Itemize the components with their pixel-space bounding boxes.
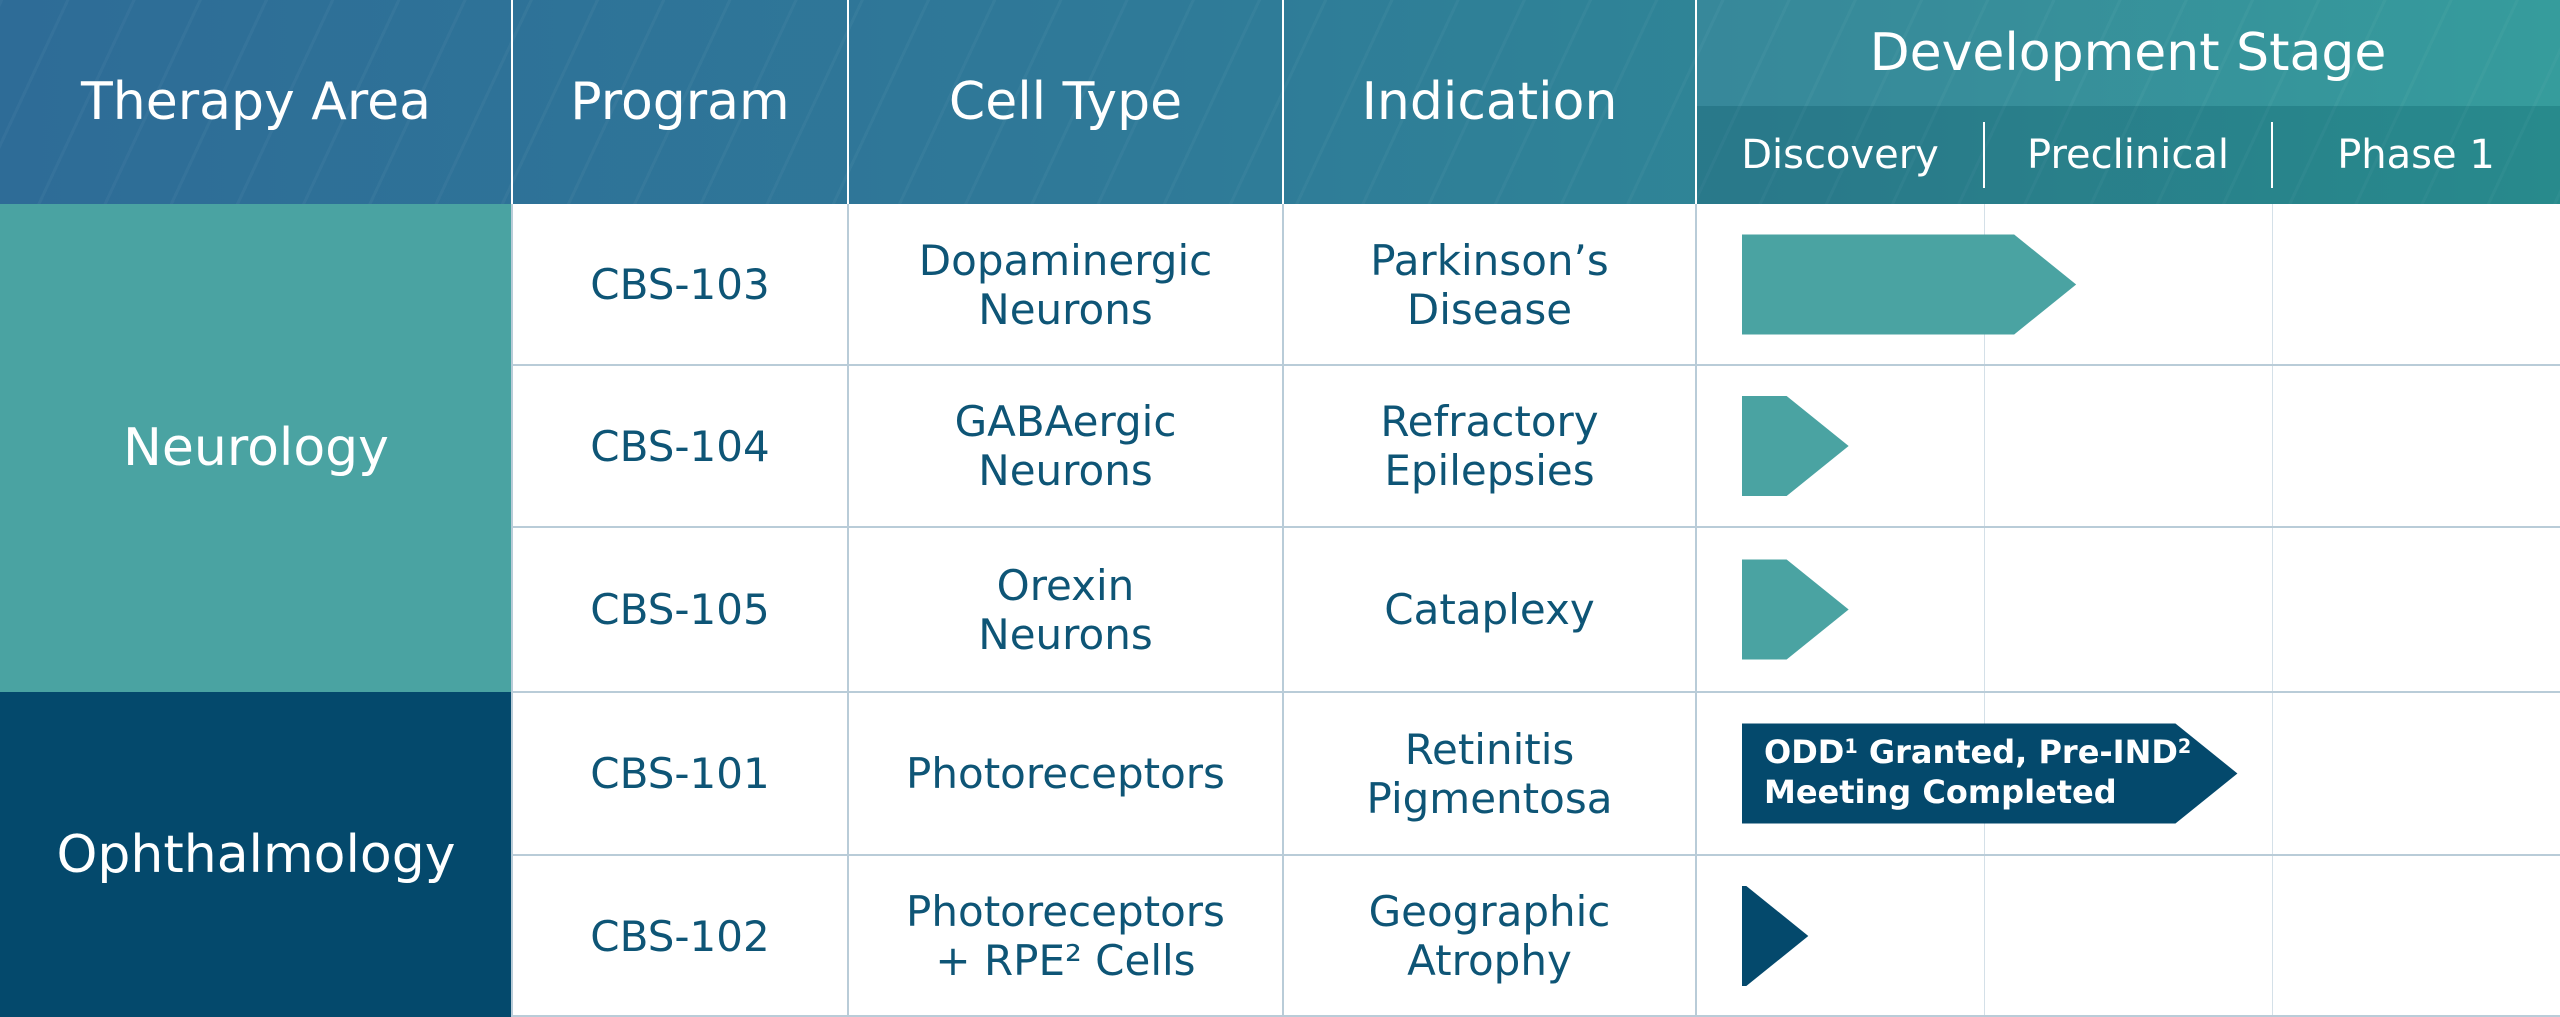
therapy-area-ophthalmology: Ophthalmology xyxy=(0,692,512,1017)
footnote-marker: 2 xyxy=(2177,734,2192,758)
program-cell: CBS-103 xyxy=(590,260,770,309)
program-cell: CBS-104 xyxy=(590,421,770,471)
program-cell: CBS-101 xyxy=(590,749,770,798)
program-cell: CBS-105 xyxy=(590,585,770,634)
progress-arrow-cbs-102 xyxy=(1742,886,1809,986)
note-text: Granted, Pre-IND xyxy=(1857,732,2178,771)
column-divider xyxy=(511,204,513,1017)
stage-divider xyxy=(2272,204,2273,1017)
stage-header-divider xyxy=(1983,122,1985,188)
cell-type-cell: Photoreceptors + RPE² Cells xyxy=(906,887,1225,985)
indication-cell: Cataplexy xyxy=(1384,585,1595,634)
header-indication: Indication xyxy=(1361,72,1618,132)
note-text: Meeting Completed xyxy=(1764,772,2117,811)
cell-type-cell: Dopaminergic Neurons xyxy=(918,235,1213,334)
row-divider xyxy=(512,526,2560,528)
cell-type-cell: Orexin Neurons xyxy=(978,560,1153,659)
cell-type-cell: GABAergic Neurons xyxy=(954,397,1177,495)
header-program: Program xyxy=(570,72,790,132)
therapy-area-neurology: Neurology xyxy=(0,204,512,692)
column-divider xyxy=(1282,204,1284,1017)
indication-cell: Retinitis Pigmentosa xyxy=(1366,724,1613,823)
header-cell-type: Cell Type xyxy=(948,72,1183,132)
stage-tick-label: Discovery xyxy=(1741,132,1939,178)
progress-arrow-cbs-101 xyxy=(1742,723,2238,824)
indication-cell: Refractory Epilepsies xyxy=(1380,397,1599,495)
stage-header-divider xyxy=(2271,122,2273,188)
stage-tick-label: Preclinical xyxy=(2027,132,2229,178)
row-divider xyxy=(512,364,2560,366)
header-divider xyxy=(847,0,849,204)
table-bottom-border xyxy=(512,1015,2560,1017)
progress-arrow-cbs-104 xyxy=(1742,396,1849,496)
arrow-note: ODD1 Granted, Pre-IND2 Meeting Completed xyxy=(1764,732,2191,812)
progress-arrow-cbs-105 xyxy=(1742,559,1849,660)
column-divider xyxy=(847,204,849,1017)
row-divider xyxy=(512,854,2560,856)
cell-type-cell: Photoreceptors xyxy=(906,749,1225,798)
header-divider xyxy=(511,0,513,204)
stage-divider xyxy=(1984,204,1985,1017)
indication-cell: Parkinson’s Disease xyxy=(1370,235,1609,334)
program-cell: CBS-102 xyxy=(590,911,770,961)
stage-tick-label: Phase 1 xyxy=(2337,132,2495,178)
header-band xyxy=(0,0,2560,204)
header-therapy-area: Therapy Area xyxy=(81,72,431,132)
header-divider xyxy=(1282,0,1284,204)
header-development-stage: Development Stage xyxy=(1696,0,2560,106)
column-divider xyxy=(1695,204,1697,1017)
header-divider xyxy=(1695,0,1697,204)
stage-subheader-band xyxy=(1696,106,2560,204)
progress-arrow-cbs-103 xyxy=(1742,234,2077,335)
footnote-marker: 1 xyxy=(1844,734,1858,758)
row-divider xyxy=(512,691,2560,693)
indication-cell: Geographic Atrophy xyxy=(1368,887,1611,985)
note-text: ODD xyxy=(1764,732,1845,771)
